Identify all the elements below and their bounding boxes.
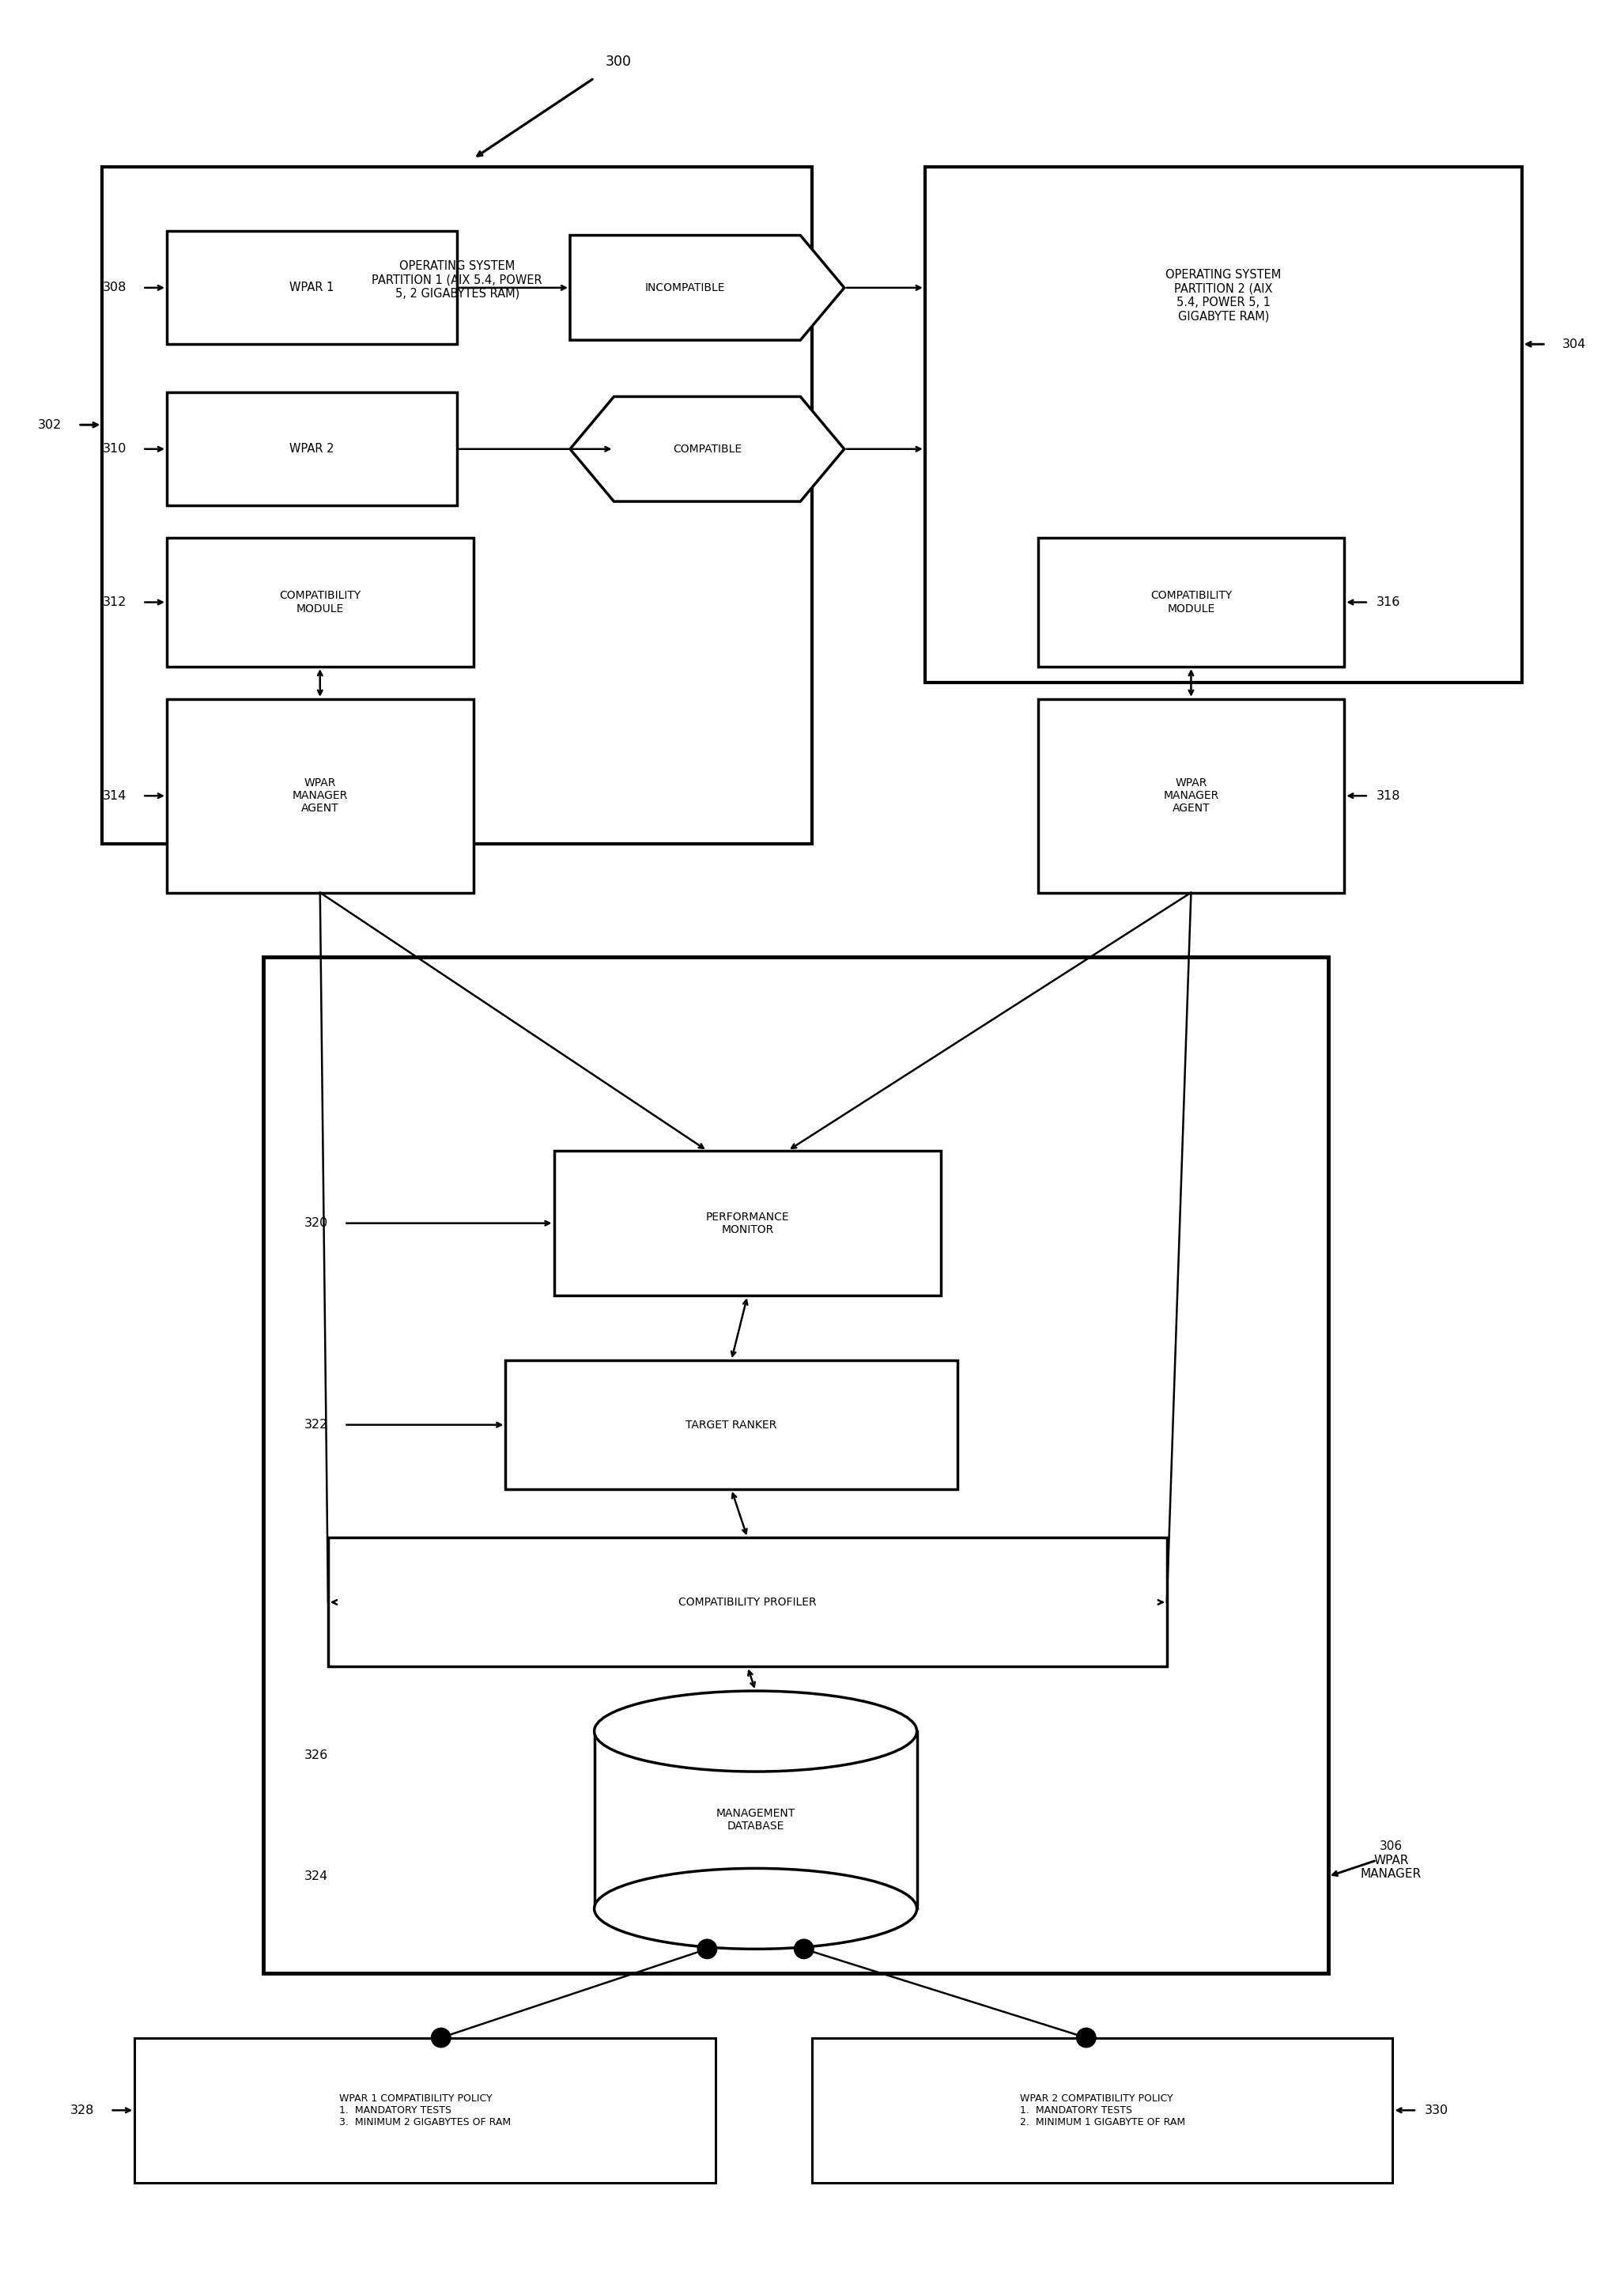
Text: PERFORMANCE
MONITOR: PERFORMANCE MONITOR — [706, 1212, 789, 1234]
Text: 322: 322 — [304, 1418, 328, 1432]
Bar — [926, 168, 1522, 683]
Text: WPAR 2: WPAR 2 — [289, 442, 335, 456]
Bar — [167, 699, 473, 892]
Bar — [102, 168, 812, 844]
Text: 318: 318 — [1377, 790, 1400, 801]
Ellipse shape — [594, 1867, 918, 1949]
Bar — [594, 1731, 918, 1908]
Circle shape — [1077, 2028, 1096, 2047]
Text: 314: 314 — [102, 790, 127, 801]
Text: COMPATIBILITY PROFILER: COMPATIBILITY PROFILER — [679, 1597, 817, 1609]
Text: 316: 316 — [1377, 597, 1400, 608]
Circle shape — [697, 1940, 716, 1958]
Text: 306
WPAR
MANAGER: 306 WPAR MANAGER — [1361, 1840, 1421, 1881]
Text: 324: 324 — [304, 1870, 328, 1883]
Bar — [505, 1361, 957, 1488]
Bar — [263, 958, 1328, 1974]
Text: 300: 300 — [606, 54, 632, 68]
Bar — [167, 231, 456, 345]
Text: 312: 312 — [102, 597, 127, 608]
Text: 326: 326 — [304, 1749, 328, 1761]
Circle shape — [432, 2028, 451, 2047]
Text: MANAGEMENT
DATABASE: MANAGEMENT DATABASE — [716, 1808, 796, 1831]
Bar — [167, 538, 473, 667]
Bar — [554, 1150, 940, 1296]
Text: INCOMPATIBLE: INCOMPATIBLE — [645, 281, 726, 293]
Text: WPAR 2 COMPATIBILITY POLICY
1.  MANDATORY TESTS
2.  MINIMUM 1 GIGABYTE OF RAM: WPAR 2 COMPATIBILITY POLICY 1. MANDATORY… — [1020, 2094, 1186, 2128]
Polygon shape — [570, 397, 844, 501]
Bar — [812, 2038, 1393, 2183]
Bar — [167, 393, 456, 506]
Text: 310: 310 — [102, 442, 127, 456]
Text: COMPATIBILITY
MODULE: COMPATIBILITY MODULE — [279, 590, 361, 615]
Text: TARGET RANKER: TARGET RANKER — [685, 1420, 776, 1429]
Text: 320: 320 — [304, 1216, 328, 1230]
Text: COMPATIBLE: COMPATIBLE — [672, 442, 742, 454]
Text: WPAR
MANAGER
AGENT: WPAR MANAGER AGENT — [1163, 778, 1220, 815]
Text: 308: 308 — [102, 281, 127, 293]
Text: COMPATIBILITY
MODULE: COMPATIBILITY MODULE — [1150, 590, 1233, 615]
Text: WPAR 1 COMPATIBILITY POLICY
1.  MANDATORY TESTS
3.  MINIMUM 2 GIGABYTES OF RAM: WPAR 1 COMPATIBILITY POLICY 1. MANDATORY… — [339, 2094, 510, 2128]
Bar — [135, 2038, 715, 2183]
Bar — [1038, 538, 1345, 667]
Text: OPERATING SYSTEM
PARTITION 1 (AIX 5.4, POWER
5, 2 GIGABYTES RAM): OPERATING SYSTEM PARTITION 1 (AIX 5.4, P… — [372, 261, 542, 300]
Bar — [328, 1538, 1168, 1668]
Text: 330: 330 — [1424, 2103, 1449, 2117]
Ellipse shape — [594, 1690, 918, 1772]
Circle shape — [794, 1940, 814, 1958]
Text: 304: 304 — [1562, 338, 1587, 349]
Text: WPAR 1: WPAR 1 — [289, 281, 335, 293]
Text: 328: 328 — [70, 2103, 94, 2117]
Text: WPAR
MANAGER
AGENT: WPAR MANAGER AGENT — [292, 778, 348, 815]
Text: OPERATING SYSTEM
PARTITION 2 (AIX
5.4, POWER 5, 1
GIGABYTE RAM): OPERATING SYSTEM PARTITION 2 (AIX 5.4, P… — [1166, 270, 1281, 322]
Polygon shape — [570, 236, 844, 340]
Text: 302: 302 — [37, 420, 62, 431]
Bar — [1038, 699, 1345, 892]
